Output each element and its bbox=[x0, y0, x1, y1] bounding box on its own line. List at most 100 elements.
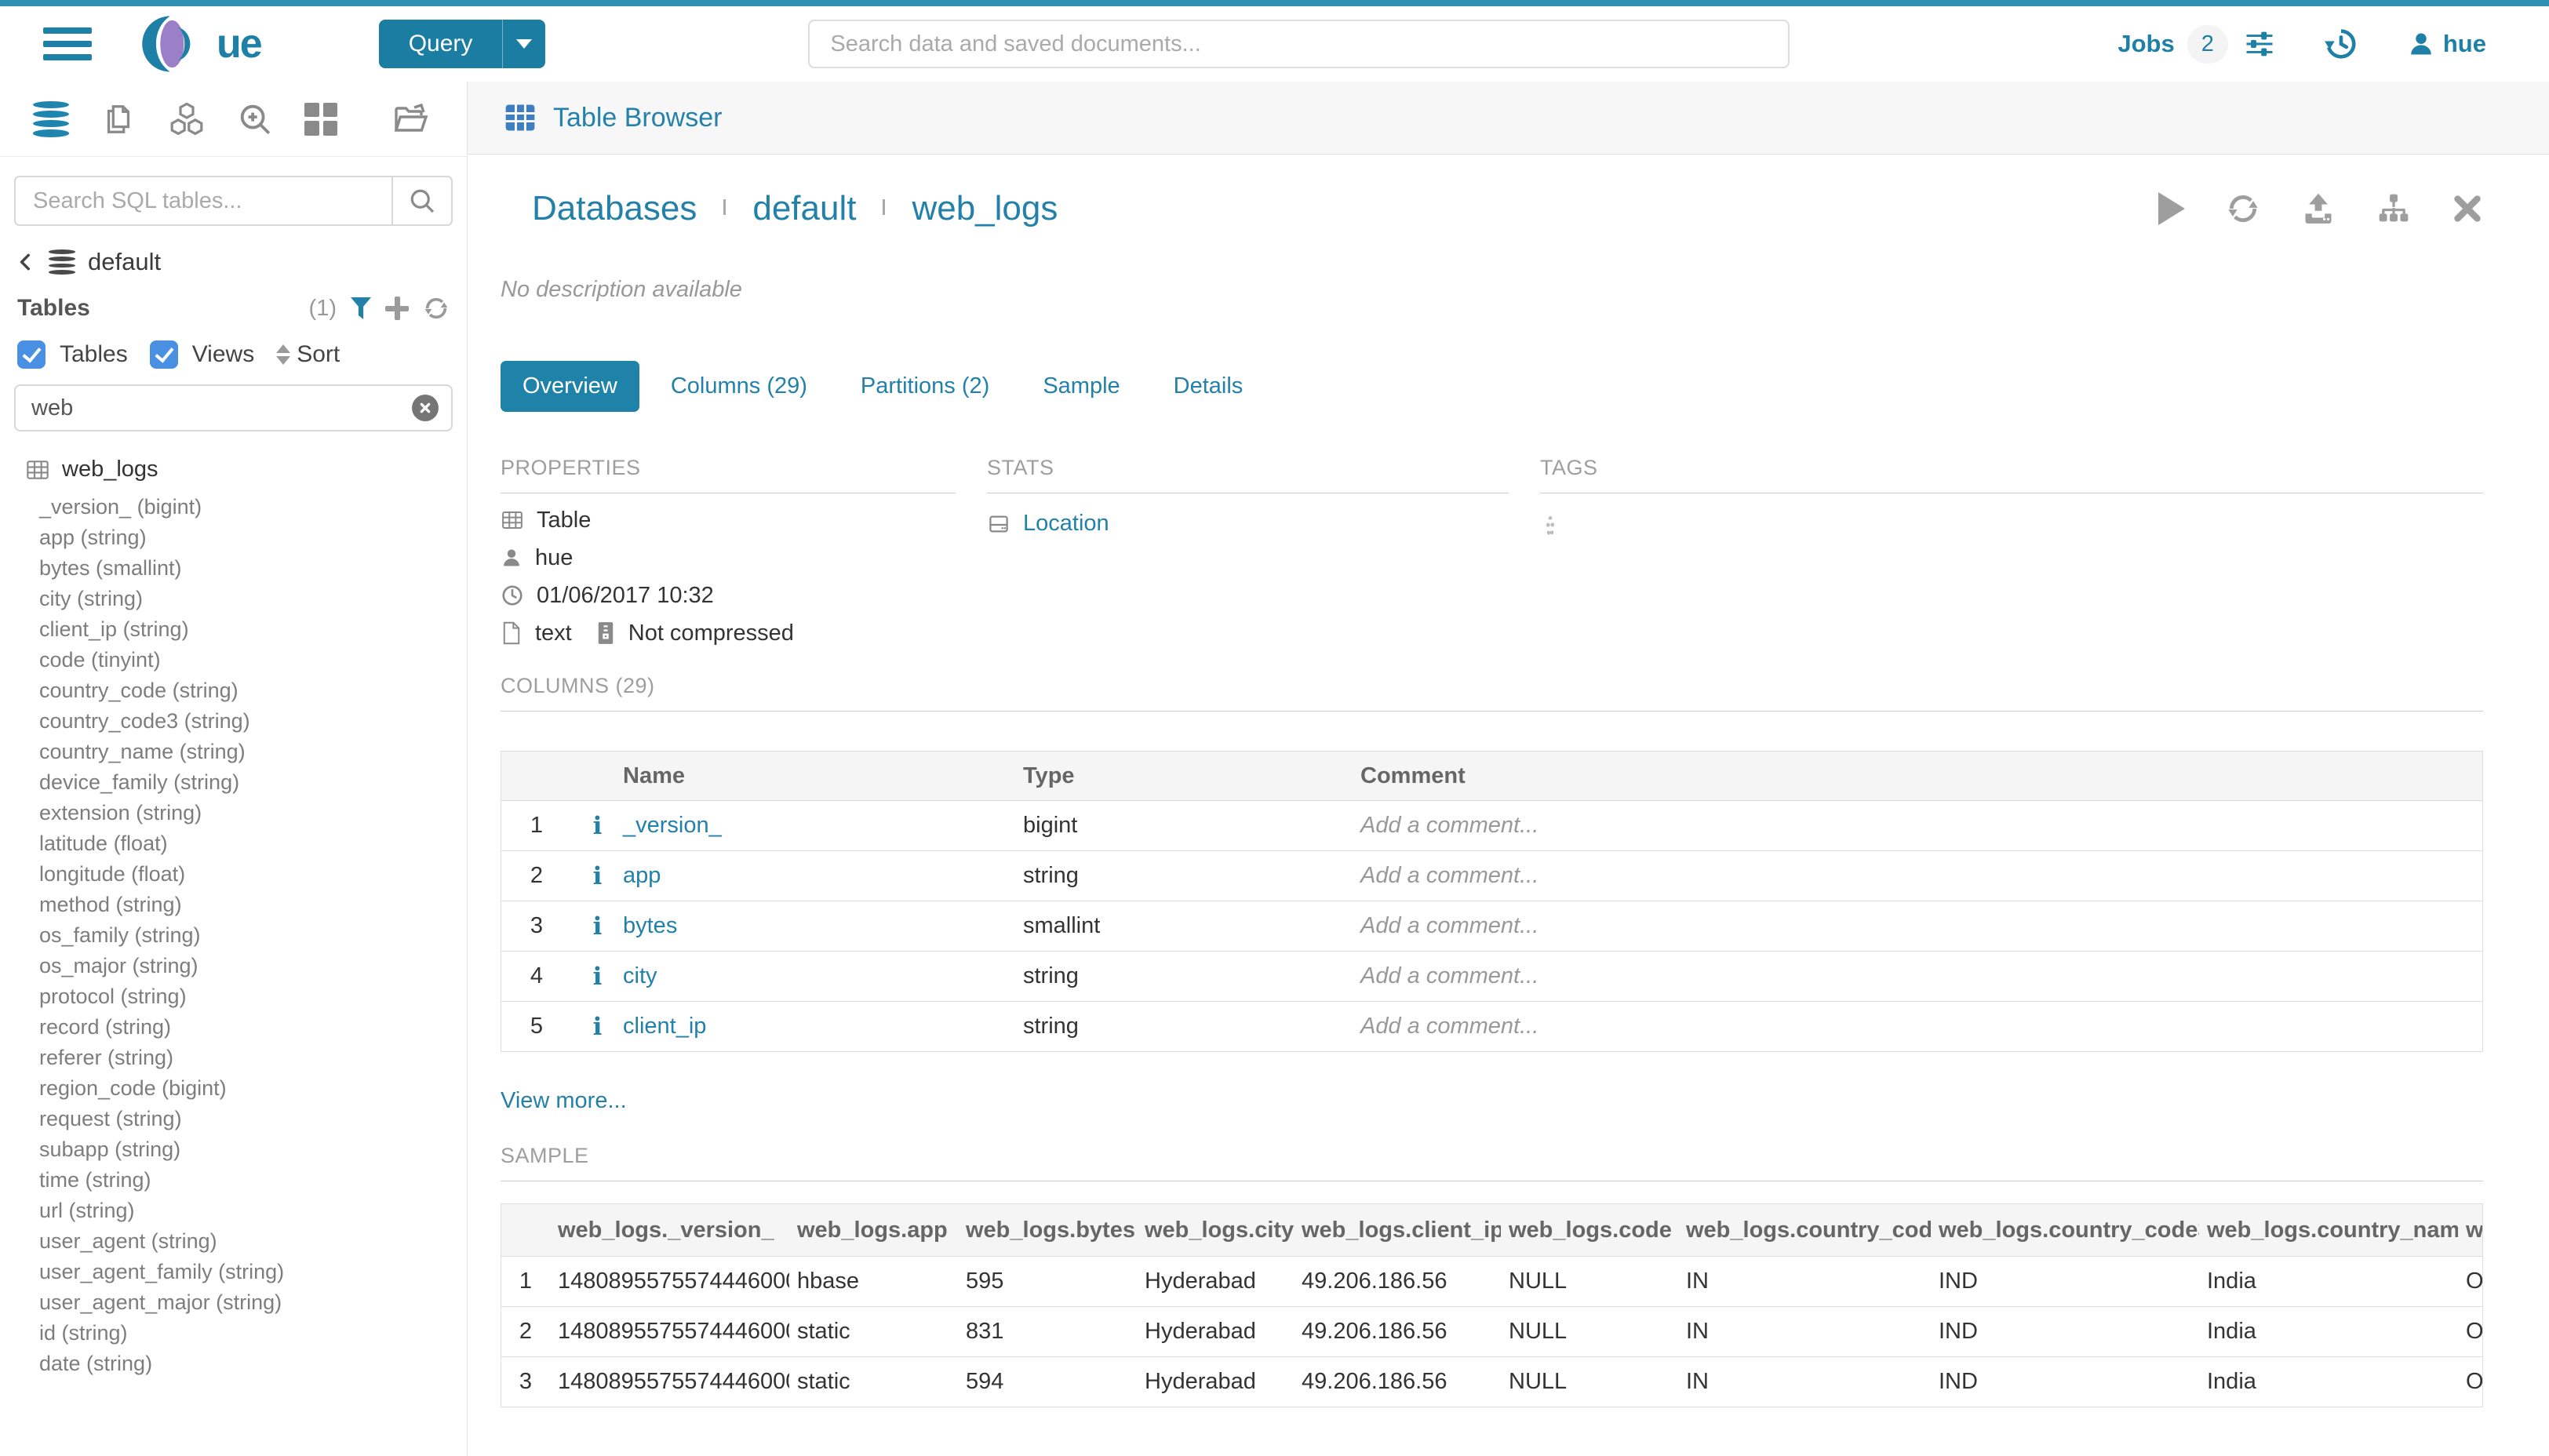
tree-column-item[interactable]: code (tinyint) bbox=[0, 645, 467, 675]
refresh-icon[interactable] bbox=[2226, 191, 2260, 226]
tree-column-item[interactable]: os_major (string) bbox=[0, 951, 467, 981]
refresh-tables-icon[interactable] bbox=[423, 295, 450, 322]
caret-down-icon bbox=[516, 39, 532, 49]
tree-column-item[interactable]: client_ip (string) bbox=[0, 614, 467, 645]
tables-checkbox[interactable] bbox=[17, 340, 46, 369]
topbar-right: Jobs 2 hue bbox=[2117, 25, 2486, 64]
tree-column-item[interactable]: user_agent_family (string) bbox=[0, 1257, 467, 1287]
table-grid-icon bbox=[25, 457, 50, 482]
views-checkbox[interactable] bbox=[150, 340, 178, 369]
tree-column-item[interactable]: extension (string) bbox=[0, 798, 467, 828]
table-actions bbox=[2158, 191, 2483, 226]
column-comment[interactable]: Add a comment... bbox=[1360, 813, 2482, 839]
sliders-icon[interactable] bbox=[2242, 27, 2277, 61]
tree-column-item[interactable]: user_agent (string) bbox=[0, 1226, 467, 1257]
column-name-link[interactable]: app bbox=[623, 863, 1023, 889]
column-comment[interactable]: Add a comment... bbox=[1360, 1014, 2482, 1039]
view-more-link[interactable]: View more... bbox=[501, 1088, 627, 1113]
folder-icon[interactable] bbox=[391, 100, 429, 138]
column-name-link[interactable]: city bbox=[623, 963, 1023, 989]
add-table-icon[interactable] bbox=[385, 297, 409, 320]
menu-icon[interactable] bbox=[43, 20, 92, 67]
cubes-icon[interactable] bbox=[168, 100, 206, 138]
tree-table-web-logs[interactable]: web_logs bbox=[0, 450, 467, 489]
column-name-link[interactable]: client_ip bbox=[623, 1014, 1023, 1039]
tree-column-item[interactable]: country_name (string) bbox=[0, 737, 467, 767]
column-comment[interactable]: Add a comment... bbox=[1360, 913, 2482, 939]
apps-grid-icon[interactable] bbox=[304, 103, 337, 136]
column-name-link[interactable]: bytes bbox=[623, 913, 1023, 939]
column-type: string bbox=[1023, 863, 1360, 889]
sort-toggle[interactable]: Sort bbox=[276, 341, 340, 368]
tree-column-item[interactable]: country_code3 (string) bbox=[0, 706, 467, 737]
tree-column-item[interactable]: id (string) bbox=[0, 1318, 467, 1349]
query-button[interactable]: Query bbox=[379, 20, 546, 68]
tree-column-item[interactable]: referer (string) bbox=[0, 1043, 467, 1073]
jobs-count-badge[interactable]: 2 bbox=[2187, 25, 2228, 64]
tree-column-item[interactable]: longitude (float) bbox=[0, 859, 467, 890]
column-comment[interactable]: Add a comment... bbox=[1360, 863, 2482, 889]
columns-table-body: 1 _version_ bigint Add a comment... 2 ap… bbox=[501, 801, 2482, 1051]
documents-icon[interactable] bbox=[100, 101, 137, 137]
tree-column-item[interactable]: region_code (bigint) bbox=[0, 1073, 467, 1104]
query-table-icon[interactable] bbox=[2158, 192, 2185, 225]
tree-column-item[interactable]: latitude (float) bbox=[0, 828, 467, 859]
filter-funnel-icon[interactable] bbox=[351, 297, 371, 319]
breadcrumb-item[interactable]: Databases bbox=[532, 189, 697, 228]
hue-logo[interactable]: ue bbox=[127, 13, 261, 75]
breadcrumb-item[interactable]: web_logs bbox=[912, 189, 1058, 228]
tree-column-item[interactable]: method (string) bbox=[0, 890, 467, 920]
tree-column-item[interactable]: device_family (string) bbox=[0, 767, 467, 798]
cell: O bbox=[2458, 1369, 2483, 1395]
info-icon[interactable] bbox=[593, 912, 603, 941]
tree-column-item[interactable]: app (string) bbox=[0, 522, 467, 553]
global-search-input[interactable] bbox=[808, 20, 1790, 68]
tree-column-item[interactable]: country_code (string) bbox=[0, 675, 467, 706]
breadcrumb-separator-icon bbox=[723, 202, 726, 216]
query-dropdown-toggle[interactable] bbox=[502, 20, 545, 68]
sql-tables-search-input[interactable] bbox=[16, 188, 391, 214]
history-icon[interactable] bbox=[2322, 26, 2358, 62]
tree-column-item[interactable]: date (string) bbox=[0, 1349, 467, 1379]
table-filter-input[interactable] bbox=[16, 395, 412, 421]
property-created: 01/06/2017 10:32 bbox=[537, 583, 714, 609]
tree-column-item[interactable]: city (string) bbox=[0, 584, 467, 614]
close-icon[interactable] bbox=[2452, 193, 2483, 224]
app-header: Table Browser bbox=[468, 82, 2549, 155]
sample-table-body: 1 1480895575574446000 hbase 595 Hyderaba… bbox=[501, 1257, 2482, 1407]
info-icon[interactable] bbox=[593, 1013, 603, 1041]
tree-column-item[interactable]: request (string) bbox=[0, 1104, 467, 1134]
tab[interactable]: Overview bbox=[501, 361, 639, 412]
column-name-link[interactable]: _version_ bbox=[623, 813, 1023, 839]
tab[interactable]: Sample bbox=[1021, 361, 1142, 412]
tree-column-item[interactable]: protocol (string) bbox=[0, 981, 467, 1012]
breadcrumb-item[interactable]: default bbox=[752, 189, 856, 228]
user-menu[interactable]: hue bbox=[2407, 30, 2486, 58]
clear-filter-icon[interactable] bbox=[412, 395, 439, 421]
tree-column-item[interactable]: subapp (string) bbox=[0, 1134, 467, 1165]
tree-column-item[interactable]: bytes (smallint) bbox=[0, 553, 467, 584]
tree-column-item[interactable]: url (string) bbox=[0, 1196, 467, 1226]
column-comment[interactable]: Add a comment... bbox=[1360, 963, 2482, 989]
tree-column-item[interactable]: _version_ (bigint) bbox=[0, 492, 467, 522]
sql-assist-icon[interactable] bbox=[33, 101, 69, 137]
tree-column-item[interactable]: record (string) bbox=[0, 1012, 467, 1043]
search-plus-icon[interactable] bbox=[237, 101, 273, 137]
jobs-link[interactable]: Jobs bbox=[2117, 30, 2174, 58]
tree-column-item[interactable]: user_agent_major (string) bbox=[0, 1287, 467, 1318]
tab[interactable]: Partitions (2) bbox=[839, 361, 1011, 412]
upload-icon[interactable] bbox=[2301, 191, 2336, 226]
tree-column-item[interactable]: time (string) bbox=[0, 1165, 467, 1196]
info-icon[interactable] bbox=[593, 963, 603, 991]
info-icon[interactable] bbox=[593, 862, 603, 890]
sidebar-search-button[interactable] bbox=[391, 177, 451, 224]
info-icon[interactable] bbox=[593, 812, 603, 840]
sitemap-icon[interactable] bbox=[2376, 191, 2411, 226]
location-link[interactable]: Location bbox=[1023, 511, 1109, 537]
database-icon bbox=[49, 249, 75, 275]
database-breadcrumb[interactable]: default bbox=[0, 234, 467, 286]
table-row: 2 app string Add a comment... bbox=[501, 851, 2482, 901]
tree-column-item[interactable]: os_family (string) bbox=[0, 920, 467, 951]
tab[interactable]: Columns (29) bbox=[649, 361, 829, 412]
tab[interactable]: Details bbox=[1152, 361, 1265, 412]
